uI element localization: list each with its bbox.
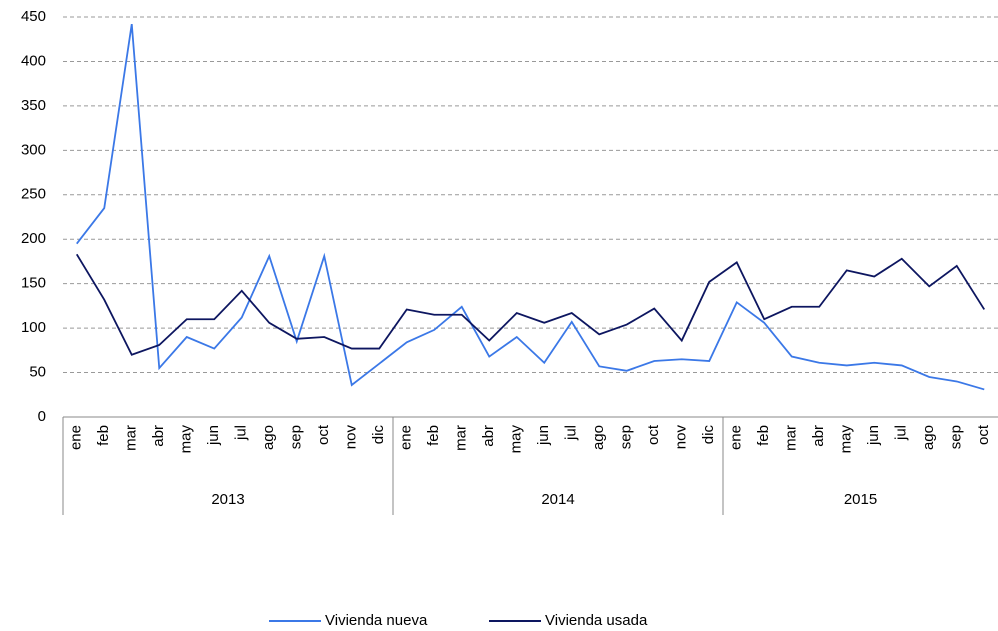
x-tick-label: feb (95, 425, 112, 446)
x-tick-label: nov (673, 425, 690, 450)
x-tick-label: ene (728, 425, 745, 450)
x-tick-label: abr (810, 425, 827, 447)
x-tick-label: feb (755, 425, 772, 446)
x-tick-label: ago (260, 425, 277, 450)
x-tick-label: feb (425, 425, 442, 446)
x-tick-label: abr (480, 425, 497, 447)
line-series (75, 253, 986, 356)
legend-label: Vivienda usada (545, 612, 648, 629)
y-tick-label: 50 (29, 364, 46, 381)
x-tick-label: mar (783, 425, 800, 451)
x-tick-label: ene (398, 425, 415, 450)
line-series (76, 23, 985, 391)
x-tick-label: may (178, 425, 195, 454)
y-tick-label: 250 (21, 186, 46, 203)
group-label: 2013 (211, 491, 244, 508)
y-tick-label: 400 (21, 52, 46, 69)
x-tick-label: jun (205, 425, 222, 446)
x-tick-label: jun (535, 425, 552, 446)
x-tick-label: nov (343, 425, 360, 450)
x-tick-label: abr (150, 425, 167, 447)
x-tick-label: oct (645, 424, 662, 445)
y-tick-label: 300 (21, 141, 46, 158)
group-label: 2014 (541, 491, 574, 508)
x-tick-label: ene (68, 425, 85, 450)
x-tick-label: dic (370, 425, 387, 445)
x-tick-label: dic (700, 425, 717, 445)
group-label: 2015 (844, 491, 877, 508)
y-tick-label: 200 (21, 230, 46, 247)
x-tick-label: may (508, 425, 525, 454)
x-tick-label: jun (865, 425, 882, 446)
x-tick-label: mar (123, 425, 140, 451)
x-tick-label: jul (893, 425, 910, 441)
y-tick-label: 350 (21, 97, 46, 114)
x-tick-label: oct (315, 424, 332, 445)
x-tick-label: sep (948, 425, 965, 449)
x-tick-label: mar (453, 425, 470, 451)
x-tick-label: sep (288, 425, 305, 449)
x-tick-label: sep (618, 425, 635, 449)
y-tick-label: 100 (21, 319, 46, 336)
y-tick-label: 150 (21, 275, 46, 292)
x-tick-label: ago (590, 425, 607, 450)
x-tick-label: jul (563, 425, 580, 441)
x-tick-label: oct (975, 424, 992, 445)
x-tick-label: ago (920, 425, 937, 450)
y-tick-label: 450 (21, 8, 46, 25)
x-tick-label: jul (233, 425, 250, 441)
y-tick-label: 0 (38, 408, 46, 425)
legend-label: Vivienda nueva (325, 612, 428, 629)
x-tick-label: may (838, 425, 855, 454)
